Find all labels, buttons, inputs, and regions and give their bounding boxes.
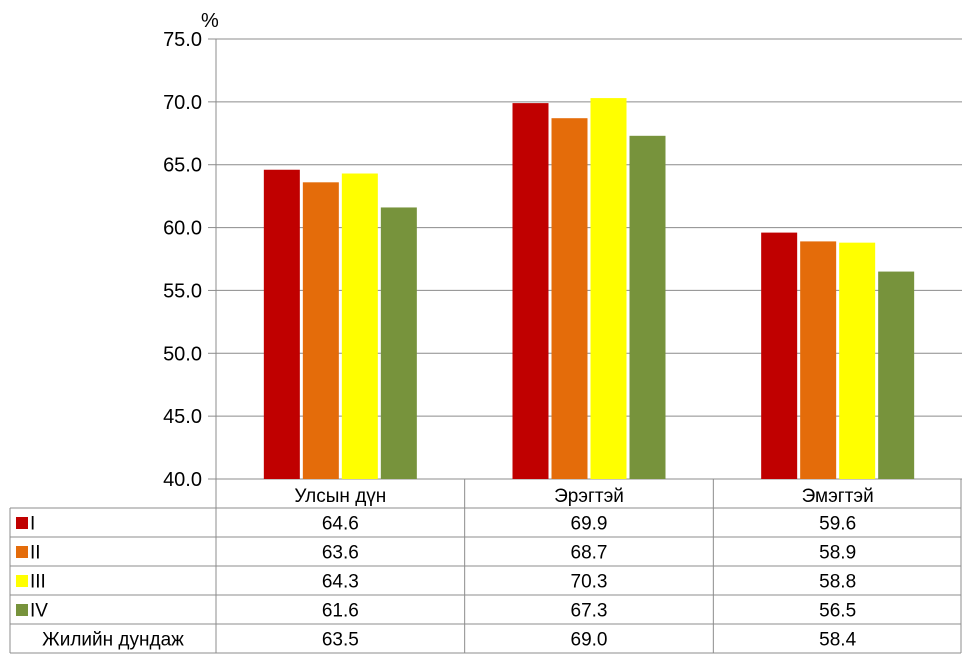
x-category-label: Эмэгтэй [802, 486, 874, 507]
table-cell-value: 68.7 [571, 543, 608, 564]
bar-i-1 [263, 169, 300, 479]
table-row-label: Жилийн дундаж [42, 630, 184, 651]
legend-swatch [16, 517, 28, 529]
legend-series-label: II [30, 543, 41, 564]
y-tick-label: 45.0 [163, 406, 202, 428]
y-tick-label: 40.0 [163, 469, 202, 491]
table-cell-value: 69.9 [571, 514, 608, 535]
bar-iv-2 [629, 135, 666, 480]
table-cell-value: 63.5 [322, 630, 359, 651]
legend-swatch [16, 575, 28, 587]
y-tick-label: 65.0 [163, 155, 202, 177]
table-cell-value: 58.9 [819, 543, 856, 564]
legend-series-label: I [30, 514, 35, 535]
table-cell-value: 61.6 [322, 601, 359, 622]
y-tick-label: 55.0 [163, 280, 202, 302]
y-tick-label: 70.0 [163, 92, 202, 114]
bar-i-2 [512, 103, 549, 479]
bar-i-3 [761, 232, 798, 479]
table-cell-value: 70.3 [571, 572, 608, 593]
y-axis-ticks: 40.0 45.0 50.0 55.0 60.0 65.0 70.0 75.0 [163, 29, 202, 491]
table-cell-value: 59.6 [819, 514, 856, 535]
bar-ii-3 [800, 241, 837, 479]
bar-iii-2 [590, 98, 627, 479]
bar-ii-2 [551, 118, 588, 479]
y-tick-label: 75.0 [163, 29, 202, 51]
y-axis-unit-label: % [201, 10, 219, 32]
bars [263, 98, 915, 480]
grid-lines [208, 38, 962, 480]
bar-iii-1 [341, 173, 378, 479]
table-cell-value: 67.3 [571, 601, 608, 622]
table-cell-value: 64.3 [322, 572, 359, 593]
legend-series-label: III [30, 572, 46, 593]
data-table: Улсын дүн Эрэгтэй Эмэгтэй I 64.6 69.9 59.6 II 63… [9, 479, 962, 654]
table-cell-value: 64.6 [322, 514, 359, 535]
bar-ii-1 [302, 182, 339, 480]
x-category-label: Улсын дүн [294, 486, 386, 507]
table-cell-value: 69.0 [571, 630, 608, 651]
bar-iv-3 [878, 271, 915, 479]
legend-series-label: IV [30, 601, 48, 622]
table-cell-value: 58.4 [819, 630, 856, 651]
bar-iii-3 [839, 242, 876, 479]
y-tick-label: 50.0 [163, 343, 202, 365]
legend-swatch [16, 604, 28, 616]
bar-iv-1 [380, 207, 417, 479]
table-cell-value: 56.5 [819, 601, 856, 622]
y-tick-label: 60.0 [163, 218, 202, 240]
legend-swatch [16, 546, 28, 558]
x-category-label: Эрэгтэй [554, 486, 624, 507]
table-cell-value: 58.8 [819, 572, 856, 593]
table-cell-value: 63.6 [322, 543, 359, 564]
